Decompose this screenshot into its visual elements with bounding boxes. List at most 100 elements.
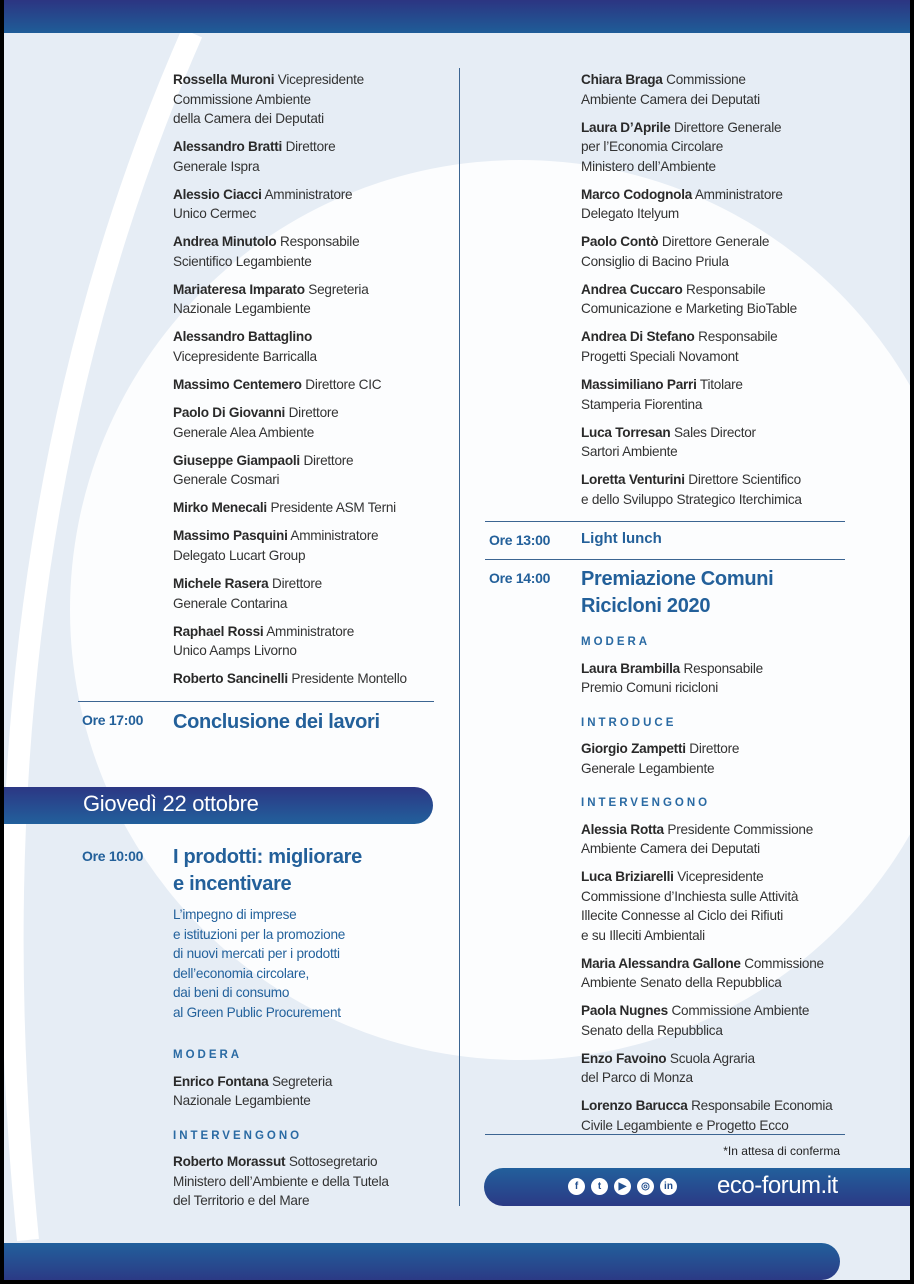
awards-title: Premiazione Comuni Ricicloni 2020 (581, 568, 774, 617)
speaker-entry: Chiara Braga Commissione Ambiente Camera… (581, 70, 881, 109)
lunch-title: Light lunch (581, 530, 662, 547)
date-label: Giovedì 22 ottobre (83, 791, 259, 816)
speaker-entry: Alessandro Bratti Direttore Generale Isp… (173, 137, 453, 176)
speaker-name: Mirko Menecali (173, 500, 267, 516)
speaker-entry: Andrea Cuccaro Responsabile Comunicazion… (581, 280, 881, 319)
speaker-entry: Rossella Muroni Vicepresidente Commissio… (173, 70, 453, 129)
speaker-role: Responsabile Economia Civile Legambiente… (581, 1098, 833, 1133)
bottom-banner (4, 1243, 840, 1280)
speaker-name: Enzo Favoino (581, 1050, 667, 1066)
speaker-name: Massimo Pasquini (173, 528, 288, 544)
speaker-entry: Giuseppe Giampaoli Direttore Generale Co… (173, 451, 453, 490)
speaker-role: Direttore Generale Contarina (173, 576, 322, 611)
speaker-name: Andrea Minutolo (173, 234, 277, 250)
lunch-time: Ore 13:00 (489, 532, 551, 548)
confirmation-note: *In attesa di conferma (723, 1144, 840, 1158)
divider (485, 559, 845, 560)
speaker-name: Loretta Venturini (581, 472, 685, 488)
speaker-entry: Andrea Di Stefano Responsabile Progetti … (581, 327, 881, 366)
speaker-entry: Andrea Minutolo Responsabile Scientifico… (173, 232, 453, 271)
speaker-name: Paolo Di Giovanni (173, 405, 286, 421)
instagram-icon[interactable]: ◎ (637, 1178, 654, 1195)
speaker-role: Direttore CIC (305, 377, 382, 393)
speaker-name: Lorenzo Barucca (581, 1098, 688, 1114)
speaker-name: Raphael Rossi (173, 623, 264, 639)
speaker-role: Amministratore Delegato Lucart Group (173, 528, 379, 563)
speaker-role: Direttore Generale Legambiente (581, 741, 740, 776)
date-banner: Giovedì 22 ottobre (4, 787, 433, 824)
speaker-role: Presidente ASM Terni (270, 500, 396, 516)
speaker-role: Amministratore Unico Cermec (173, 186, 353, 222)
speaker-entry: Giorgio Zampetti Direttore Generale Lega… (581, 739, 881, 778)
divider (78, 701, 434, 702)
speaker-role: Responsabile Scientifico Legambiente (173, 234, 360, 269)
speaker-entry: Alessia Rotta Presidente Commissione Amb… (581, 820, 881, 859)
speaker-name: Paolo Contò (581, 234, 659, 250)
speaker-entry: Roberto Sancinelli Presidente Montello (173, 669, 453, 689)
speaker-role: Responsabile Progetti Speciali Novamont (581, 329, 778, 364)
speaker-entry: Michele Rasera Direttore Generale Contar… (173, 574, 453, 613)
speaker-name: Laura Brambilla (581, 660, 680, 676)
speaker-entry: Alessandro Battaglino Vicepresidente Bar… (173, 327, 453, 366)
introduce-label: INTRODUCE (581, 716, 677, 729)
speaker-entry: Loretta Venturini Direttore Scientifico … (581, 470, 881, 509)
closing-title: Conclusione dei lavori (173, 711, 380, 733)
speaker-name: Marco Codognola (581, 186, 693, 202)
speaker-entry: Roberto Morassut Sottosegretario Ministe… (173, 1152, 453, 1211)
facebook-icon[interactable]: f (568, 1178, 585, 1195)
speaker-entry: Paola Nugnes Commissione Ambiente Senato… (581, 1001, 881, 1040)
intervengono-label: INTERVENGONO (173, 1129, 303, 1142)
twitter-icon[interactable]: t (591, 1178, 608, 1195)
speaker-name: Chiara Braga (581, 72, 663, 87)
speaker-name: Alessandro Battaglino (173, 329, 313, 345)
speaker-name: Alessia Rotta (581, 821, 664, 837)
speaker-name: Luca Briziarelli (581, 869, 674, 885)
speaker-name: Michele Rasera (173, 576, 269, 592)
speaker-role: Direttore Generale per l’Economia Circol… (581, 119, 782, 174)
website-link[interactable]: eco-forum.it (717, 1172, 838, 1199)
background-decoration (4, 28, 910, 1242)
speaker-entry: Laura D’Aprile Direttore Generale per l’… (581, 118, 881, 177)
speaker-entry: Mirko Menecali Presidente ASM Terni (173, 498, 453, 518)
speakers-list-day1-right: Chiara Braga Commissione Ambiente Camera… (581, 70, 881, 518)
speaker-entry: Mariateresa Imparato Segreteria Nazional… (173, 280, 453, 319)
speaker-role: Amministratore Unico Aamps Livorno (173, 623, 355, 659)
speaker-entry: Massimo Centemero Direttore CIC (173, 375, 453, 395)
linkedin-icon[interactable]: in (660, 1178, 677, 1195)
speaker-name: Alessio Ciacci (173, 186, 262, 202)
speaker-entry: Luca Torresan Sales Director Sartori Amb… (581, 423, 881, 462)
speaker-entry: Massimiliano Parri Titolare Stamperia Fi… (581, 375, 881, 414)
speaker-entry: Marco Codognola Amministratore Delegato … (581, 185, 881, 224)
speaker-name: Andrea Di Stefano (581, 329, 695, 345)
speaker-entry: Luca Briziarelli Vicepresidente Commissi… (581, 867, 881, 945)
speaker-role: Amministratore Delegato Itelyum (581, 186, 783, 222)
speaker-role: Scuola Agraria del Parco di Monza (581, 1050, 755, 1086)
speaker-entry: Enrico Fontana Segreteria Nazionale Lega… (173, 1072, 453, 1111)
speaker-role: Presidente Montello (291, 671, 407, 687)
speaker-role: Segreteria Nazionale Legambiente (173, 1073, 333, 1109)
speaker-role: Sales Director Sartori Ambiente (581, 424, 756, 460)
speaker-name: Roberto Morassut (173, 1154, 286, 1169)
speaker-role: Commissione Ambiente Camera dei Deputati (581, 72, 760, 107)
top-banner (4, 0, 910, 33)
youtube-icon[interactable]: ▶ (614, 1178, 631, 1195)
speaker-role: Presidente Commissione Ambiente Camera d… (581, 821, 814, 857)
speaker-entry: Paolo Contò Direttore Generale Consiglio… (581, 232, 881, 271)
speaker-role: Segreteria Nazionale Legambiente (173, 281, 369, 317)
speaker-name: Massimo Centemero (173, 377, 302, 393)
intervengono-label: INTERVENGONO (581, 797, 711, 809)
session-panel: MODERA Enrico Fontana Segreteria Naziona… (173, 1046, 453, 1219)
speaker-entry: Lorenzo Barucca Responsabile Economia Ci… (581, 1096, 881, 1135)
speakers-list-day1-left: Rossella Muroni Vicepresidente Commissio… (173, 70, 453, 697)
speaker-name: Rossella Muroni (173, 72, 275, 87)
speaker-role: Commissione Ambiente Senato della Repubb… (581, 955, 824, 991)
divider (485, 521, 845, 522)
speaker-entry: Laura Brambilla Responsabile Premio Comu… (581, 659, 881, 698)
awards-panel: MODERA Laura Brambilla Responsabile Prem… (581, 633, 881, 1144)
session-time: Ore 10:00 (82, 848, 144, 864)
awards-time: Ore 14:00 (489, 570, 551, 586)
speaker-name: Andrea Cuccaro (581, 281, 683, 297)
speaker-name: Massimiliano Parri (581, 377, 697, 393)
modera-label: MODERA (581, 636, 651, 648)
speaker-role: Direttore Generale Consiglio di Bacino P… (581, 234, 770, 269)
